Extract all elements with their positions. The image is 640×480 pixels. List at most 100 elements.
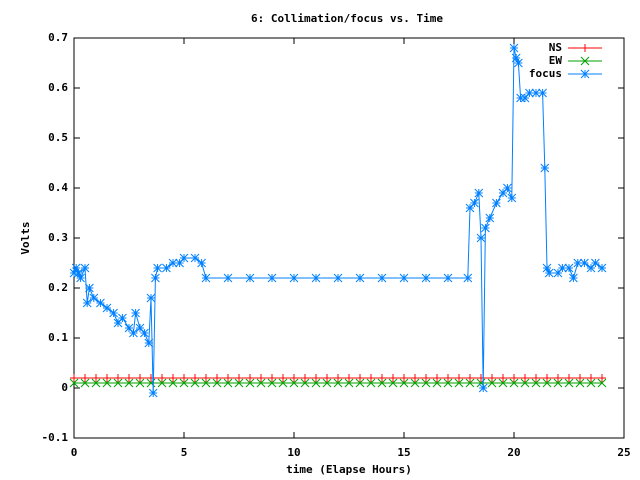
- point-marker: [432, 378, 442, 388]
- point-marker: [268, 374, 276, 382]
- point-marker: [521, 374, 529, 382]
- point-marker: [245, 273, 255, 283]
- point-marker: [334, 374, 342, 382]
- point-marker: [224, 374, 232, 382]
- legend-label: focus: [529, 67, 562, 80]
- point-marker: [597, 378, 607, 388]
- point-marker: [333, 378, 343, 388]
- point-marker: [180, 374, 188, 382]
- point-marker: [223, 273, 233, 283]
- x-tick-label: 20: [507, 446, 520, 459]
- point-marker: [366, 378, 376, 388]
- point-marker: [213, 374, 221, 382]
- point-marker: [245, 378, 255, 388]
- point-marker: [74, 268, 83, 278]
- point-marker: [531, 378, 541, 388]
- x-tick-label: 0: [71, 446, 78, 459]
- point-marker: [474, 188, 484, 198]
- point-marker: [345, 374, 353, 382]
- y-tick-label: 0: [61, 381, 68, 394]
- point-marker: [175, 258, 184, 268]
- point-marker: [146, 293, 156, 303]
- point-marker: [455, 374, 463, 382]
- point-marker: [598, 374, 606, 382]
- chart-title: 6: Collimation/focus vs. Time: [251, 12, 443, 25]
- point-marker: [69, 378, 79, 388]
- point-marker: [125, 374, 133, 382]
- point-marker: [102, 303, 112, 313]
- point-marker: [81, 374, 89, 382]
- legend-label: EW: [549, 54, 563, 67]
- point-marker: [92, 374, 100, 382]
- point-marker: [400, 374, 408, 382]
- point-marker: [312, 374, 320, 382]
- x-axis-label: time (Elapse Hours): [286, 463, 412, 476]
- y-axis-label: Volts: [19, 221, 32, 254]
- y-tick-label: 0.2: [48, 281, 68, 294]
- point-marker: [377, 273, 387, 283]
- point-marker: [311, 273, 321, 283]
- point-marker: [80, 263, 90, 273]
- point-marker: [466, 374, 474, 382]
- point-marker: [278, 378, 288, 388]
- point-marker: [168, 258, 178, 268]
- point-marker: [597, 263, 607, 273]
- point-marker: [124, 323, 134, 333]
- point-marker: [481, 223, 490, 233]
- point-marker: [235, 374, 243, 382]
- point-marker: [144, 338, 154, 348]
- point-marker: [540, 163, 550, 173]
- point-marker: [553, 378, 563, 388]
- point-marker: [135, 323, 145, 333]
- point-marker: [544, 268, 554, 278]
- point-marker: [433, 374, 441, 382]
- point-marker: [168, 378, 178, 388]
- point-marker: [76, 273, 85, 283]
- point-marker: [421, 273, 431, 283]
- point-marker: [520, 93, 530, 103]
- point-marker: [191, 374, 199, 382]
- point-marker: [478, 383, 488, 393]
- point-marker: [367, 374, 375, 382]
- point-marker: [558, 263, 567, 273]
- point-marker: [507, 193, 517, 203]
- point-marker: [586, 263, 596, 273]
- point-marker: [487, 378, 497, 388]
- point-marker: [553, 268, 563, 278]
- point-marker: [538, 88, 547, 98]
- point-marker: [301, 374, 309, 382]
- point-marker: [136, 374, 144, 382]
- x-tick-label: 15: [397, 446, 410, 459]
- point-marker: [109, 308, 118, 318]
- point-marker: [443, 378, 453, 388]
- point-marker: [488, 374, 496, 382]
- point-marker: [69, 268, 79, 278]
- point-marker: [113, 378, 123, 388]
- point-marker: [573, 258, 583, 268]
- point-marker: [454, 378, 464, 388]
- point-marker: [503, 183, 512, 193]
- point-marker: [554, 374, 562, 382]
- point-marker: [410, 378, 420, 388]
- point-marker: [399, 378, 409, 388]
- point-marker: [565, 374, 573, 382]
- point-marker: [564, 378, 574, 388]
- point-marker: [311, 378, 321, 388]
- point-marker: [444, 374, 452, 382]
- point-marker: [443, 273, 453, 283]
- x-tick-label: 10: [287, 446, 300, 459]
- point-marker: [85, 283, 94, 293]
- point-marker: [89, 293, 99, 303]
- point-marker: [289, 273, 299, 283]
- point-marker: [323, 374, 331, 382]
- point-marker: [509, 43, 519, 53]
- point-marker: [179, 253, 189, 263]
- y-tick-label: 0.5: [48, 131, 68, 144]
- point-marker: [103, 374, 111, 382]
- point-marker: [511, 53, 521, 63]
- y-tick-label: 0.1: [48, 331, 68, 344]
- point-marker: [234, 378, 244, 388]
- point-marker: [377, 378, 387, 388]
- point-marker: [190, 378, 200, 388]
